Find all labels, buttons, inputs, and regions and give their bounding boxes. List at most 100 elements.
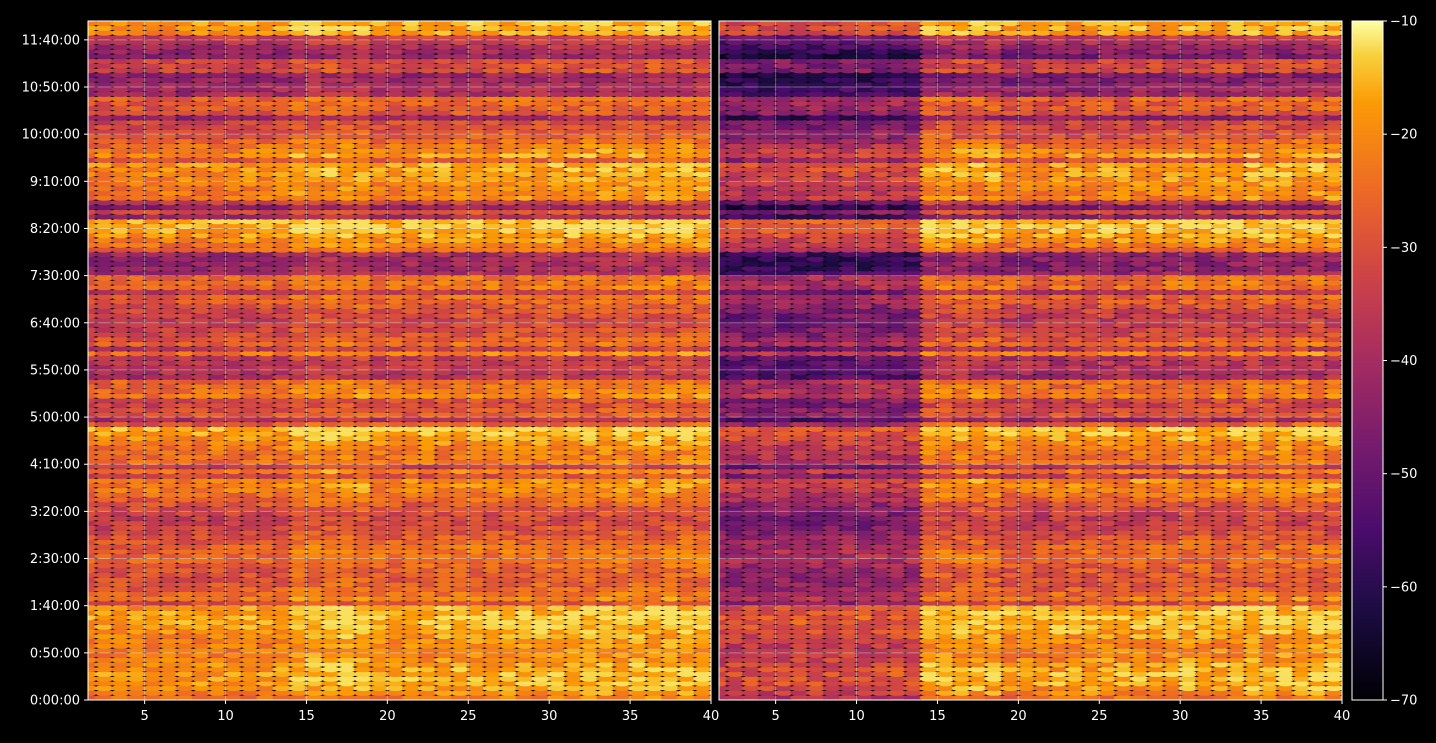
heatmap-cell: [596, 586, 616, 593]
heatmap-cell: [175, 628, 195, 635]
heatmap-cell: [353, 652, 373, 659]
heatmap-cell: [693, 675, 711, 682]
heatmap-cell: [563, 694, 584, 700]
heatmap-cell: [482, 690, 503, 696]
heatmap-cell: [596, 605, 616, 611]
heatmap-cell: [159, 685, 179, 692]
heatmap-cell: [143, 680, 163, 687]
heatmap-cell: [579, 633, 600, 640]
heatmap-cell: [207, 666, 228, 673]
heatmap-cell: [547, 671, 567, 677]
heatmap-cell: [628, 586, 648, 593]
heatmap-cell: [660, 605, 681, 611]
heatmap-cell: [256, 633, 276, 640]
heatmap-cell: [579, 628, 600, 635]
heatmap-cell: [693, 652, 711, 659]
heatmap-cell: [450, 671, 470, 677]
heatmap-cell: [207, 628, 228, 635]
heatmap-cell: [223, 614, 244, 621]
heatmap-cell: [288, 680, 309, 687]
heatmap-cell: [563, 633, 584, 640]
heatmap-cell: [223, 628, 244, 635]
heatmap-cell: [466, 586, 487, 593]
heatmap-cell: [88, 628, 98, 635]
heatmap-cell: [94, 694, 114, 700]
heatmap-cell: [660, 614, 681, 621]
heatmap-cell: [644, 600, 665, 607]
heatmap-cell: [450, 624, 470, 630]
heatmap-cell: [644, 661, 665, 668]
heatmap-cell: [401, 595, 422, 602]
heatmap-cell: [547, 624, 567, 630]
heatmap-cell: [126, 591, 147, 597]
heatmap-cell: [223, 633, 244, 640]
heatmap-cell: [191, 647, 211, 654]
heatmap-cell: [191, 576, 211, 583]
heatmap-cell: [596, 572, 616, 578]
heatmap-cell: [223, 666, 244, 673]
heatmap-cell: [563, 591, 584, 597]
heatmap-cell: [418, 690, 438, 696]
heatmap-cell: [353, 624, 373, 630]
heatmap-cell: [191, 633, 211, 640]
heatmap-cell: [369, 690, 389, 696]
heatmap-cell: [321, 614, 341, 621]
heatmap-cell: [337, 567, 357, 574]
heatmap-cell: [88, 572, 98, 578]
heatmap-cell: [677, 624, 697, 630]
heatmap-cell: [272, 652, 292, 659]
heatmap-cell: [418, 652, 438, 659]
heatmap-cell: [88, 680, 98, 687]
heatmap-cell: [256, 600, 276, 607]
heatmap-cell: [175, 685, 195, 692]
heatmap-cell: [256, 638, 276, 644]
heatmap-cell: [88, 581, 98, 588]
heatmap-cell: [88, 614, 98, 621]
heatmap-cell: [143, 666, 163, 673]
heatmap-cell: [207, 567, 228, 574]
heatmap-cell: [628, 690, 648, 696]
heatmap-cell: [563, 638, 584, 644]
heatmap-cell: [240, 628, 260, 635]
heatmap-cell: [240, 591, 260, 597]
heatmap-cell: [401, 614, 422, 621]
heatmap-cell: [612, 581, 632, 588]
heatmap-cell: [596, 694, 616, 700]
heatmap-cell: [159, 690, 179, 696]
heatmap-cell: [515, 671, 535, 677]
heatmap-cell: [94, 572, 114, 578]
heatmap-cell: [693, 614, 711, 621]
heatmap-cell: [499, 680, 519, 687]
heatmap-cell: [304, 666, 325, 673]
heatmap-cell: [126, 600, 147, 607]
heatmap-cell: [628, 572, 648, 578]
heatmap-cell: [321, 638, 341, 644]
heatmap-cell: [450, 576, 470, 583]
heatmap-cell: [531, 624, 551, 630]
heatmap-cell: [499, 591, 519, 597]
heatmap-cell: [660, 671, 681, 677]
heatmap-cell: [450, 605, 470, 611]
heatmap-cell: [434, 680, 454, 687]
heatmap-cell: [88, 605, 98, 611]
heatmap-cell: [191, 586, 211, 593]
heatmap-cell: [515, 605, 535, 611]
heatmap-cell: [434, 690, 454, 696]
heatmap-cell: [612, 657, 632, 663]
heatmap-cell: [434, 628, 454, 635]
heatmap-cell: [466, 567, 487, 574]
heatmap-cell: [143, 600, 163, 607]
heatmap-cell: [660, 661, 681, 668]
heatmap-cell: [240, 624, 260, 630]
heatmap-cell: [644, 690, 665, 696]
heatmap-cell: [88, 576, 98, 583]
heatmap-cell: [240, 685, 260, 692]
heatmap-cell: [353, 638, 373, 644]
heatmap-cell: [240, 657, 260, 663]
heatmap-cell: [628, 657, 648, 663]
heatmap-cell: [337, 675, 357, 682]
heatmap-cell: [353, 642, 373, 649]
heatmap-cell: [240, 572, 260, 578]
heatmap-cell: [579, 652, 600, 659]
heatmap-cell: [579, 666, 600, 673]
